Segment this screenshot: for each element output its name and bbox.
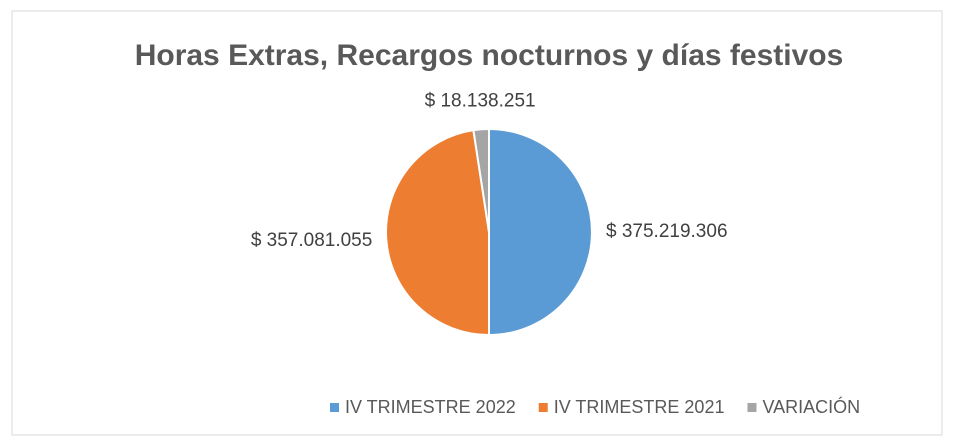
- data-label: $ 375.219.306: [606, 221, 728, 242]
- data-label: $ 18.138.251: [425, 90, 536, 111]
- data-label: $ 357.081.055: [251, 230, 373, 251]
- legend-label: IV TRIMESTRE 2021: [554, 397, 725, 417]
- legend-label: IV TRIMESTRE 2022: [345, 397, 516, 417]
- legend-swatch: [538, 403, 548, 412]
- pie-slice: [385, 129, 490, 337]
- legend-swatch: [747, 403, 757, 412]
- chart-title: Horas Extras, Recargos nocturnos y días …: [135, 39, 844, 72]
- pie-slice: [472, 127, 490, 233]
- pie-slice: [488, 127, 593, 337]
- legend-swatch: [330, 403, 339, 412]
- legend-label: VARIACIÓN: [762, 396, 860, 417]
